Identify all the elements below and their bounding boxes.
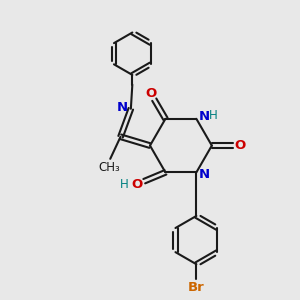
Text: Br: Br bbox=[188, 281, 205, 294]
Text: H: H bbox=[120, 178, 129, 190]
Text: O: O bbox=[146, 87, 157, 100]
Text: O: O bbox=[131, 178, 142, 190]
Text: N: N bbox=[116, 101, 128, 114]
Text: CH₃: CH₃ bbox=[98, 160, 120, 174]
Text: N: N bbox=[199, 168, 210, 181]
Text: H: H bbox=[209, 109, 218, 122]
Text: O: O bbox=[234, 139, 245, 152]
Text: N: N bbox=[199, 110, 210, 123]
